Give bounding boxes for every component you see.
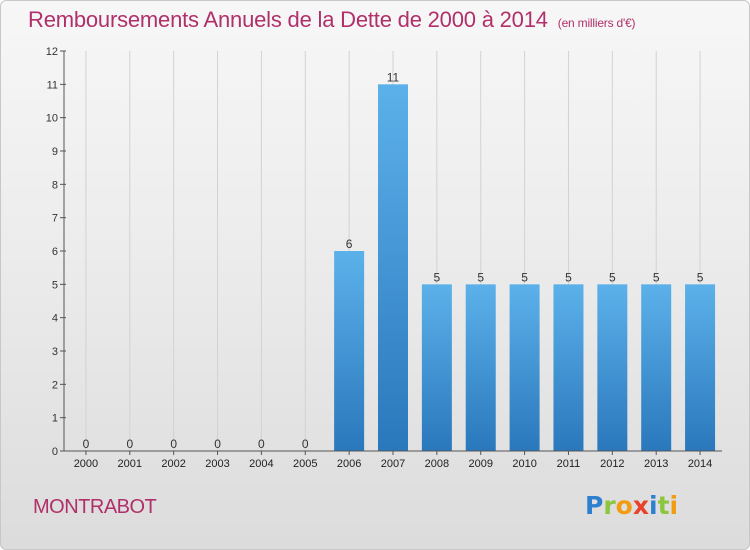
bar [509,284,540,451]
x-tick-label: 2005 [293,458,317,470]
x-tick-label: 2014 [688,458,712,470]
x-tick-label: 2002 [161,458,185,470]
value-label: 0 [83,437,90,451]
y-tick-label: 9 [52,146,58,158]
x-tick-label: 2011 [557,458,581,470]
y-tick-label: 8 [52,179,58,191]
value-label: 0 [214,437,221,451]
bar [553,284,584,451]
y-tick-label: 4 [52,313,58,325]
y-tick-label: 3 [52,346,58,358]
value-label: 0 [258,437,265,451]
value-label: 5 [609,270,616,284]
value-label: 5 [477,270,484,284]
value-label: 5 [697,270,704,284]
value-label: 5 [434,270,441,284]
y-tick-label: 12 [46,46,58,58]
value-label: 6 [346,237,353,251]
bar [465,284,496,451]
value-label: 5 [653,270,660,284]
logo-letter: i [649,491,658,520]
bar [421,284,452,451]
commune-name: MONTRABOT [33,496,157,518]
y-tick-label: 7 [52,213,58,225]
value-label: 11 [387,70,400,84]
x-tick-label: 2012 [600,458,624,470]
value-label: 5 [521,270,528,284]
bar [685,284,716,451]
logo-letter: P [585,491,604,520]
x-tick-label: 2009 [468,458,492,470]
logo-letter: o [615,491,633,520]
y-tick-label: 6 [52,246,58,258]
y-tick-label: 10 [46,113,58,125]
value-label: 0 [126,437,133,451]
value-label: 5 [565,270,572,284]
x-tick-label: 2010 [512,458,536,470]
logo-letter: r [603,491,616,520]
label-layer: 2000 0 2001 0 2002 0 2003 0 2004 0 2005 0 2006 6 2007 1… [74,70,713,470]
value-label: 0 [302,437,309,451]
logo-letter: i [669,491,679,520]
x-tick-label: 2008 [425,458,449,470]
x-tick-label: 2004 [249,458,273,470]
chart-title: Remboursements Annuels de la Dette de 20… [28,7,636,33]
x-tick-label: 2000 [74,458,98,470]
chart-title-text: Remboursements Annuels de la Dette de 20… [28,7,548,32]
logo-letter: x [632,491,649,520]
value-label: 0 [170,437,177,451]
y-tick-label: 2 [52,379,58,391]
bar-layer [334,84,716,451]
x-tick-label: 2013 [644,458,668,470]
y-tick-label: 11 [47,79,58,91]
x-tick-label: 2001 [118,458,142,470]
x-tick-label: 2006 [337,458,361,470]
x-tick-label: 2003 [205,458,229,470]
bar [334,251,365,451]
y-tick-label: 5 [52,279,58,291]
x-tick-label: 2007 [381,458,405,470]
logo-letter: t [657,491,670,520]
y-tick-label: 1 [52,413,58,425]
bar [641,284,672,451]
y-tick-label: 0 [52,446,58,458]
bar [597,284,628,451]
chart-unit: (en milliers d'€) [557,16,636,30]
bar [378,84,408,451]
proxiti-logo[interactable]: Proxiti [585,491,678,520]
